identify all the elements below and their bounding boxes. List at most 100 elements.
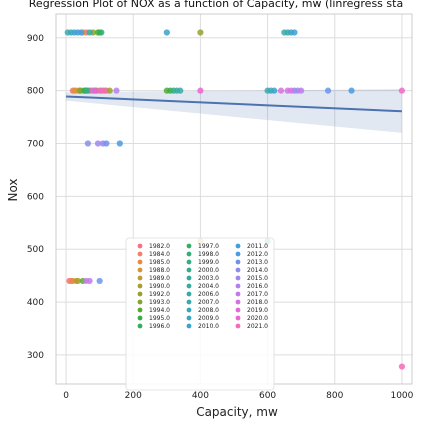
legend-marker [137,307,143,313]
legend-marker [235,323,241,329]
legend-marker [235,251,241,257]
data-point [398,87,406,94]
x-tick-label: 200 [125,391,142,401]
y-tick-label: 500 [27,245,44,255]
legend-marker [235,291,241,297]
legend: 1982.01984.01985.01988.01989.01990.01992… [125,237,275,391]
data-point [277,87,285,94]
legend-marker [235,315,241,321]
legend-label: 1990.0 [149,283,170,290]
data-point [197,29,204,36]
data-point [93,87,100,94]
legend-label: 2011.0 [247,243,268,250]
legend-marker [186,251,192,257]
data-point [287,87,295,94]
chart-title: Regression Plot of NOX as a function of … [29,0,403,10]
data-point [113,87,120,94]
legend-marker [235,243,241,249]
y-tick-label: 400 [27,298,44,308]
data-point [86,29,93,36]
data-point [291,29,298,36]
y-tick-label: 600 [27,192,44,202]
y-tick-label: 800 [27,87,44,97]
legend-marker [235,259,241,265]
legend-label: 2019.0 [247,307,268,314]
y-tick-label: 700 [27,140,44,150]
legend-label: 1992.0 [149,291,170,298]
data-point [348,87,355,94]
x-tick-label: 1000 [390,391,413,401]
data-point [101,87,108,94]
legend-label: 2021.0 [247,323,268,330]
data-point [163,29,170,36]
data-point [177,87,184,94]
legend-marker [137,315,143,321]
legend-marker [137,283,143,289]
legend-marker [137,259,143,265]
legend-marker [186,267,192,273]
legend-marker [235,299,241,305]
legend-label: 2018.0 [247,299,268,306]
legend-marker [186,323,192,329]
data-point [94,140,102,147]
data-point [116,140,123,147]
data-points [64,29,406,370]
y-axis-ticks: 300 400 500 600 700 800 900 [27,34,44,361]
data-point [78,29,85,36]
legend-marker [186,315,192,321]
legend-label: 1996.0 [149,323,170,330]
data-point [84,140,92,147]
data-point [324,87,332,94]
legend-marker [186,307,192,313]
legend-label: 1994.0 [149,307,170,314]
legend-marker [137,275,143,281]
y-tick-label: 900 [27,34,44,44]
legend-label: 1995.0 [149,315,170,322]
legend-label: 2008.0 [198,307,219,314]
x-axis-ticks: 0 200 400 600 800 1000 [63,391,413,401]
x-axis-label: Capacity, mw [196,405,278,419]
legend-marker [137,291,143,297]
legend-marker [186,283,192,289]
data-point [106,87,113,94]
legend-label: 2020.0 [247,315,268,322]
legend-label: 2017.0 [247,291,268,298]
legend-label: 1999.0 [198,259,219,266]
data-point [83,277,90,285]
x-tick-label: 800 [326,391,343,401]
legend-label: 2015.0 [247,275,268,282]
y-axis-label: Nox [6,178,20,201]
legend-marker [186,243,192,249]
legend-label: 2006.0 [198,291,219,298]
regression-line-path [66,95,402,113]
data-point [298,87,305,94]
legend-label: 2009.0 [198,315,219,322]
data-point [98,29,105,36]
legend-marker [186,299,192,305]
legend-marker [186,275,192,281]
data-point [197,87,204,94]
legend-label: 1997.0 [198,243,219,250]
confidence-band [66,89,402,133]
legend-label: 1985.0 [149,259,170,266]
data-point [398,363,406,370]
legend-label: 2003.0 [198,275,219,282]
legend-label: 1998.0 [198,251,219,258]
data-point [84,87,92,94]
data-point [71,87,78,94]
legend-marker [235,283,241,289]
confidence-band-area [66,89,402,133]
legend-label: 1993.0 [149,299,170,306]
legend-marker [186,259,192,265]
legend-marker [137,299,143,305]
legend-label: 2012.0 [247,251,268,258]
legend-marker [235,307,241,313]
y-tick-label: 300 [27,351,44,361]
legend-marker [137,267,143,273]
legend-label: 2000.0 [198,267,219,274]
legend-marker [235,267,241,273]
data-point [74,277,81,285]
legend-marker [137,251,143,257]
x-tick-label: 0 [63,391,69,401]
